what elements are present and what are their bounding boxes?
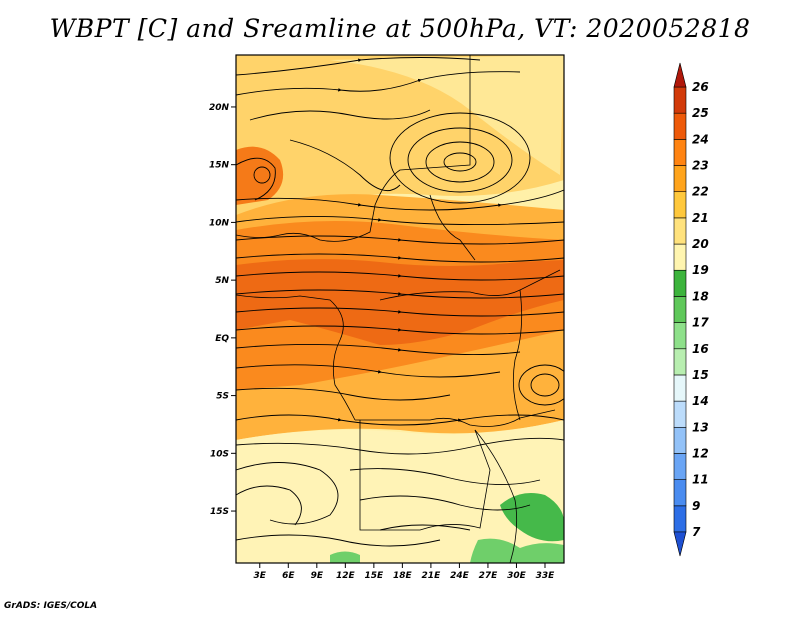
colorbar-low-triangle bbox=[673, 531, 687, 557]
colorbar-swatch bbox=[673, 505, 687, 533]
colorbar-swatch bbox=[673, 479, 687, 507]
colorbar-swatch bbox=[673, 453, 687, 480]
colorbar-label: 14 bbox=[692, 394, 709, 408]
colorbar-label: 9 bbox=[692, 499, 700, 513]
field-band-core bbox=[236, 259, 564, 345]
y-tick-label: 5N bbox=[215, 276, 229, 286]
y-tick-label: 15N bbox=[209, 161, 230, 171]
x-tick-label: 12E bbox=[336, 571, 356, 581]
field-north-pale bbox=[330, 55, 564, 175]
map-frame bbox=[235, 54, 565, 564]
footer-credit: GrADS: IGES/COLA bbox=[4, 601, 98, 611]
y-tick-label: EQ bbox=[215, 334, 229, 344]
colorbar-label: 16 bbox=[692, 342, 709, 356]
colorbar-swatch bbox=[673, 217, 687, 245]
colorbar-label: 17 bbox=[692, 316, 709, 330]
colorbar-label: 18 bbox=[692, 289, 709, 303]
colorbar-label: 20 bbox=[692, 237, 709, 251]
map-panel bbox=[236, 55, 564, 563]
colorbar-swatch bbox=[673, 426, 687, 454]
colorbar-swatch bbox=[673, 374, 687, 402]
colorbar-swatch bbox=[673, 269, 687, 297]
y-tick-label: 20N bbox=[209, 103, 230, 113]
colorbar-swatch bbox=[673, 86, 687, 114]
field-green-2 bbox=[470, 538, 564, 563]
y-tick-label: 10S bbox=[210, 449, 229, 459]
x-tick-label: 33E bbox=[536, 571, 556, 581]
colorbar-swatch bbox=[673, 296, 687, 323]
colorbar-label: 13 bbox=[692, 420, 709, 434]
x-axis: 3E 6E 9E 12E 15E 18E 21E 24E 27E 30E 33E bbox=[254, 563, 556, 581]
colorbar-swatch bbox=[673, 322, 687, 350]
colorbar-label: 19 bbox=[692, 263, 709, 277]
field-green-3 bbox=[330, 551, 360, 563]
colorbar-swatch bbox=[673, 191, 687, 219]
chart-title: WBPT [C] and Sreamline at 500hPa, VT: 20… bbox=[49, 14, 751, 43]
y-tick-label: 15S bbox=[210, 507, 229, 517]
colorbar-swatch bbox=[673, 348, 687, 376]
country-borders bbox=[236, 55, 561, 563]
colorbar-swatch bbox=[673, 243, 687, 271]
colorbar-swatch bbox=[673, 165, 687, 193]
colorbar-label: 21 bbox=[692, 211, 709, 225]
colorbar-label: 12 bbox=[692, 446, 709, 460]
colorbar-label: 7 bbox=[692, 525, 701, 539]
field-south bbox=[236, 420, 564, 563]
x-tick-label: 18E bbox=[393, 571, 413, 581]
streamlines bbox=[236, 57, 564, 547]
colorbar: 7 9 11 12 13 14 15 16 17 18 19 20 21 22 23 24 25 26 bbox=[673, 62, 709, 557]
colorbar-swatch bbox=[673, 139, 687, 166]
x-tick-label: 27E bbox=[479, 571, 499, 581]
colorbar-label: 15 bbox=[692, 368, 709, 382]
colorbar-label: 23 bbox=[692, 159, 709, 173]
colorbar-label: 24 bbox=[692, 132, 709, 146]
colorbar-label: 11 bbox=[692, 473, 709, 487]
colorbar-label: 26 bbox=[692, 80, 709, 94]
x-tick-label: 9E bbox=[311, 571, 324, 581]
y-axis: 20N 15N 10N 5N EQ 5S 10S 15S bbox=[209, 103, 236, 517]
colorbar-label: 25 bbox=[692, 106, 709, 120]
colorbar-swatch bbox=[673, 112, 687, 140]
x-tick-label: 3E bbox=[254, 571, 267, 581]
x-tick-label: 15E bbox=[365, 571, 385, 581]
x-tick-label: 24E bbox=[450, 571, 470, 581]
field-north-west bbox=[236, 146, 284, 205]
colorbar-high-triangle bbox=[673, 62, 687, 88]
x-tick-label: 6E bbox=[282, 571, 295, 581]
colorbar-label: 22 bbox=[692, 185, 709, 199]
colorbar-swatch bbox=[673, 400, 687, 428]
x-tick-label: 21E bbox=[422, 571, 442, 581]
y-tick-label: 5S bbox=[216, 392, 229, 402]
x-tick-label: 30E bbox=[507, 571, 527, 581]
y-tick-label: 10N bbox=[209, 218, 230, 228]
